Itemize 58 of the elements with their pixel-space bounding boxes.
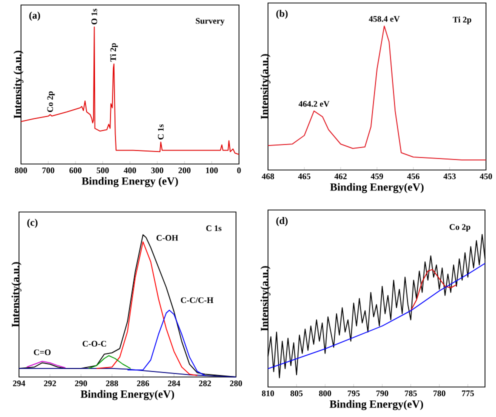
series-label: C-O-C bbox=[82, 340, 106, 347]
text: Co 2p bbox=[450, 224, 470, 232]
x-tick-label: 459 bbox=[370, 174, 384, 180]
annotation: Co 2p bbox=[47, 91, 55, 112]
x-tick-label: 785 bbox=[404, 390, 417, 396]
y-axis-title: Intensity(a.u.) bbox=[11, 262, 22, 328]
x-tick-label: 292 bbox=[44, 380, 56, 386]
series-label: C-C/C-H bbox=[180, 297, 214, 304]
x-tick-label: 795 bbox=[348, 390, 360, 396]
x-tick-label: 290 bbox=[75, 380, 88, 386]
x-tick-label: 288 bbox=[106, 380, 118, 386]
x-tick-label: 456 bbox=[407, 174, 420, 180]
x-tick-label: 286 bbox=[137, 380, 150, 386]
text: (c) bbox=[27, 218, 38, 228]
x-tick-label: 780 bbox=[433, 390, 446, 396]
series-label: C-OH bbox=[156, 235, 178, 241]
x-tick-label: 468 bbox=[262, 174, 274, 180]
x-tick-label: 200 bbox=[178, 168, 191, 174]
text: Ti 2p bbox=[452, 16, 472, 24]
x-tick-label: 600 bbox=[69, 168, 82, 174]
x-tick-label: 810 bbox=[262, 390, 274, 396]
text: Survery bbox=[196, 18, 224, 26]
x-tick-label: 800 bbox=[319, 390, 332, 396]
x-tick-label: 700 bbox=[42, 168, 54, 174]
annotation: Ti 2p bbox=[110, 43, 118, 62]
annotation: C 1s bbox=[158, 124, 164, 140]
x-tick-label: 282 bbox=[199, 380, 211, 386]
x-tick-label: 100 bbox=[206, 168, 218, 174]
x-tick-label: 294 bbox=[13, 380, 26, 386]
text: (b) bbox=[276, 10, 288, 19]
x-tick-label: 462 bbox=[334, 174, 347, 180]
x-axis-title: Binding Energy(eV) bbox=[330, 400, 424, 410]
x-tick-label: 805 bbox=[290, 390, 303, 396]
x-tick-label: 775 bbox=[462, 390, 474, 396]
y-axis-title: Intensity(a.u.) bbox=[260, 266, 270, 332]
y-axis-title: Intensity(a.u.) bbox=[260, 54, 270, 119]
annotation: 464.2 eV bbox=[298, 101, 330, 107]
x-tick-label: 450 bbox=[480, 174, 492, 180]
y-axis-title: Intensity (a.u.) bbox=[13, 50, 24, 118]
x-tick-label: 0 bbox=[237, 168, 241, 174]
x-axis-title: Binding Energy(eV) bbox=[80, 390, 174, 400]
x-tick-label: 300 bbox=[151, 168, 164, 174]
annotation: O 1s bbox=[91, 8, 98, 24]
x-tick-label: 790 bbox=[376, 390, 388, 396]
annotation: 458.4 eV bbox=[368, 16, 400, 22]
text: (a) bbox=[29, 12, 40, 21]
x-tick-label: 280 bbox=[230, 380, 242, 386]
x-axis-title: Binding Energy (eV) bbox=[82, 177, 178, 188]
x-tick-label: 465 bbox=[298, 174, 310, 180]
x-axis-title: Binding Energy(eV) bbox=[330, 183, 424, 194]
text: C 1s bbox=[206, 225, 222, 232]
x-tick-label: 284 bbox=[168, 380, 180, 386]
x-tick-label: 800 bbox=[14, 168, 28, 174]
x-tick-label: 400 bbox=[124, 168, 136, 174]
x-tick-label: 453 bbox=[443, 174, 456, 180]
series-label: C=O bbox=[34, 349, 51, 356]
text: (d) bbox=[276, 217, 288, 226]
x-tick-label: 500 bbox=[96, 168, 109, 174]
